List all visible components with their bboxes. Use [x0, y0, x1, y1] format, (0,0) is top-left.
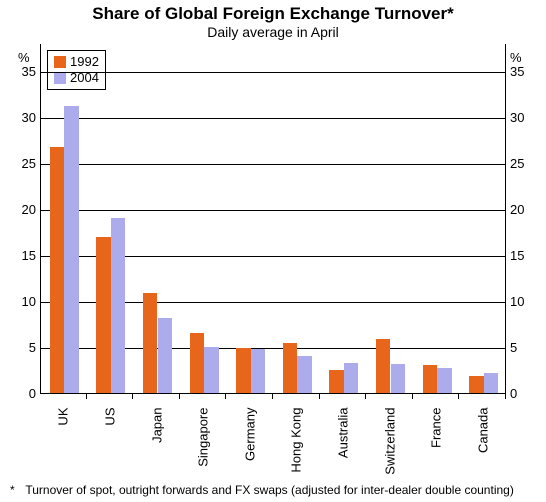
ytick-left: 35 [6, 64, 36, 79]
y-unit-right: % [510, 50, 522, 65]
ytick-left: 30 [6, 110, 36, 125]
xtick-label: Germany [242, 408, 257, 478]
bar [376, 339, 390, 393]
bar [64, 106, 78, 393]
ytick-left: 0 [6, 386, 36, 401]
xtick-label: Hong Kong [289, 408, 304, 478]
ytick-right: 35 [510, 64, 540, 79]
xtick-mark [365, 394, 366, 399]
bar [50, 147, 64, 393]
plot-area: 19922004 [40, 44, 506, 394]
bar [111, 218, 125, 393]
ytick-right: 15 [510, 248, 540, 263]
bar [158, 318, 172, 393]
bar [236, 348, 250, 393]
fx-turnover-chart: Share of Global Foreign Exchange Turnove… [0, 0, 546, 502]
ytick-left: 5 [6, 340, 36, 355]
ytick-right: 10 [510, 294, 540, 309]
ytick-right: 30 [510, 110, 540, 125]
xtick-mark [272, 394, 273, 399]
bar [190, 333, 204, 393]
xtick-label: US [102, 408, 117, 478]
bar [96, 237, 110, 393]
grid-line [41, 118, 505, 119]
footnote-marker: * [10, 483, 22, 498]
chart-footnote: * Turnover of spot, outright forwards an… [10, 483, 530, 498]
xtick-mark [86, 394, 87, 399]
legend-label: 1992 [70, 54, 99, 70]
xtick-label: Australia [335, 408, 350, 478]
bar [204, 347, 218, 393]
grid-line [41, 72, 505, 73]
xtick-mark [132, 394, 133, 399]
ytick-right: 25 [510, 156, 540, 171]
bar [437, 368, 451, 393]
chart-subtitle: Daily average in April [0, 24, 546, 40]
xtick-label: UK [56, 408, 71, 478]
xtick-mark [412, 394, 413, 399]
legend-swatch [54, 56, 66, 68]
bar [469, 376, 483, 393]
legend-row: 1992 [54, 54, 99, 70]
ytick-right: 20 [510, 202, 540, 217]
xtick-mark [505, 394, 506, 399]
grid-line [41, 164, 505, 165]
y-unit-left: % [18, 50, 30, 65]
xtick-mark [225, 394, 226, 399]
bar [283, 343, 297, 393]
ytick-right: 5 [510, 340, 540, 355]
legend-swatch [54, 72, 66, 84]
xtick-mark [458, 394, 459, 399]
ytick-left: 25 [6, 156, 36, 171]
footnote-text: Turnover of spot, outright forwards and … [25, 483, 525, 498]
bar [484, 373, 498, 393]
ytick-right: 0 [510, 386, 540, 401]
xtick-label: Canada [475, 408, 490, 478]
ytick-left: 20 [6, 202, 36, 217]
grid-line [41, 210, 505, 211]
xtick-label: Switzerland [382, 408, 397, 478]
bar [391, 364, 405, 393]
xtick-mark [179, 394, 180, 399]
xtick-mark [319, 394, 320, 399]
bar [143, 293, 157, 393]
ytick-left: 10 [6, 294, 36, 309]
xtick-label: Japan [149, 408, 164, 478]
bar [344, 363, 358, 393]
ytick-left: 15 [6, 248, 36, 263]
xtick-label: Singapore [196, 408, 211, 478]
legend: 19922004 [47, 50, 106, 90]
xtick-label: France [429, 408, 444, 478]
bar [297, 356, 311, 393]
bar [423, 365, 437, 393]
bar [251, 349, 265, 393]
bar [329, 370, 343, 393]
chart-title: Share of Global Foreign Exchange Turnove… [0, 4, 546, 24]
